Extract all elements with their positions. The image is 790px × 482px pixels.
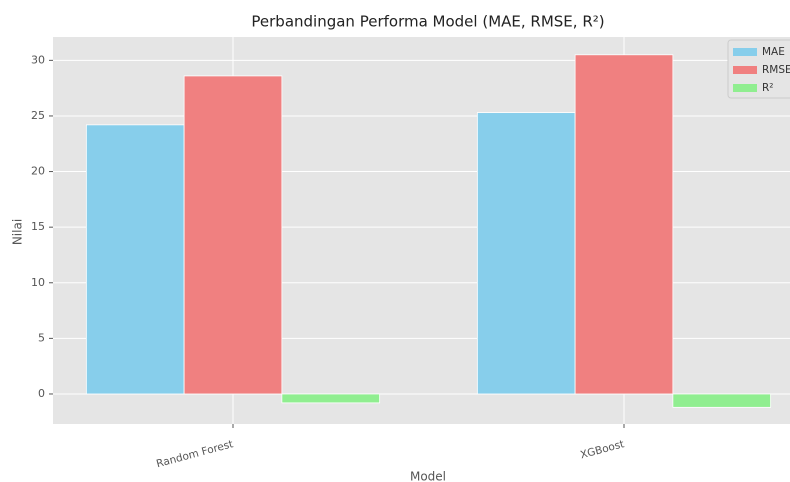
legend-label: R²: [762, 82, 774, 94]
x-axis-label: Model: [410, 470, 446, 482]
y-tick-label: 5: [38, 331, 45, 344]
x-tick-label: Random Forest: [155, 438, 234, 470]
legend-swatch: [733, 66, 757, 74]
y-tick-label: 10: [31, 276, 45, 289]
legend-label: MAE: [762, 46, 785, 58]
legend-swatch: [733, 84, 757, 92]
legend-label: RMSE: [762, 64, 790, 76]
bar: [183, 75, 283, 395]
chart-title: Perbandingan Performa Model (MAE, RMSE, …: [251, 13, 604, 31]
y-tick-label: 25: [31, 109, 45, 122]
bar: [281, 393, 381, 404]
bar: [672, 393, 772, 408]
y-axis-label: Nilai: [11, 219, 25, 245]
y-tick-label: 30: [31, 53, 45, 66]
bar: [85, 124, 185, 395]
x-tick-label: XGBoost: [579, 438, 626, 461]
y-tick-label: 0: [38, 387, 45, 400]
legend-swatch: [733, 48, 757, 56]
bar: [574, 54, 674, 395]
y-tick-label: 15: [31, 220, 45, 233]
y-tick-label: 20: [31, 165, 45, 178]
bar: [476, 112, 576, 395]
